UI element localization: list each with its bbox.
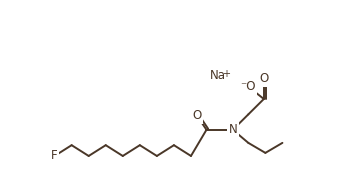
Text: N: N — [229, 123, 237, 136]
Text: O: O — [259, 73, 268, 85]
Text: F: F — [51, 150, 58, 162]
Text: ⁻O: ⁻O — [241, 80, 256, 93]
Text: O: O — [193, 109, 202, 122]
Text: +: + — [222, 69, 230, 79]
Text: Na: Na — [210, 69, 226, 82]
